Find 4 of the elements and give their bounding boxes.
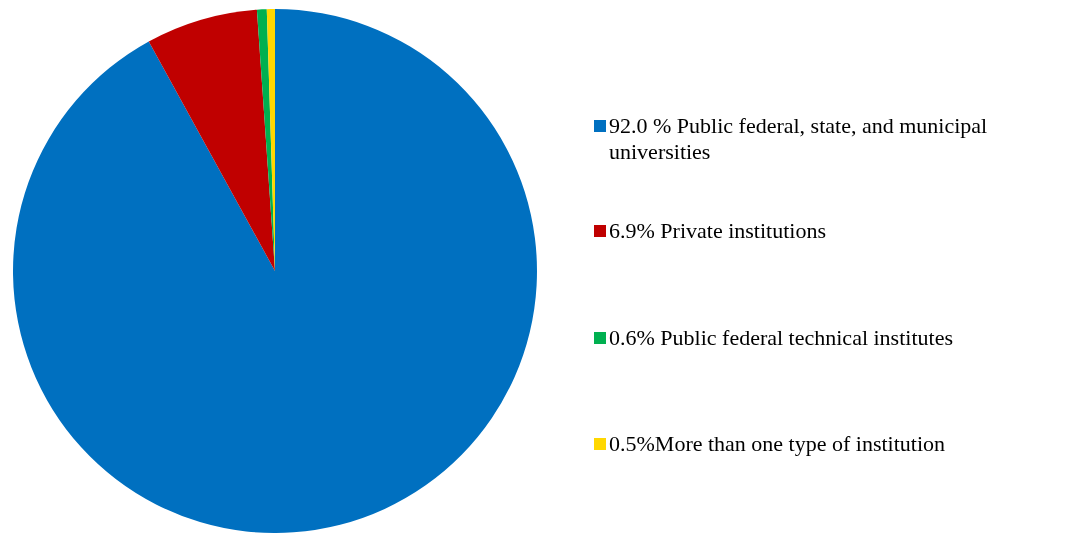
- legend-label: 92.0 % Public federal, state, and municipal universities: [609, 113, 989, 165]
- legend-label: 0.5%More than one type of institution: [609, 431, 946, 457]
- legend-label: 0.6% Public federal technical institutes: [609, 325, 953, 351]
- legend-label: 6.9% Private institutions: [609, 218, 826, 244]
